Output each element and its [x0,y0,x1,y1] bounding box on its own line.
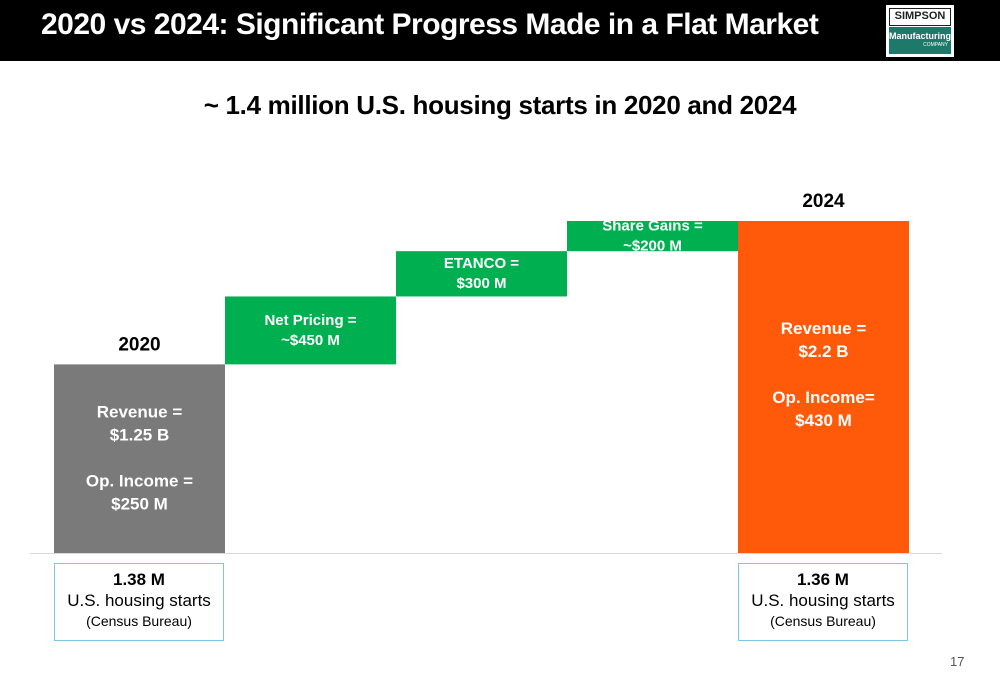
bar-etanco [396,251,567,297]
data-label-2024-1: $2.2 B [798,342,848,361]
bar-2020 [54,364,225,553]
data-label-etanco-1: $300 M [456,275,506,292]
data-label-2020-3: Op. Income = [86,472,193,491]
housing-starts-2024-value: 1.36 M [797,570,849,589]
data-label-2020-4: $250 M [111,495,168,514]
slide-subtitle: ~ 1.4 million U.S. housing starts in 202… [203,90,797,120]
logo-subtitle-block: Manufacturing COMPANY [889,27,951,54]
simpson-logo: SIMPSON Manufacturing COMPANY [886,5,954,57]
bar-title-2024: 2024 [802,191,845,212]
housing-starts-2020-label: U.S. housing starts [67,591,211,610]
logo-manufacturing: Manufacturing [889,31,951,41]
logo-company: COMPANY [923,42,948,48]
slide-title: 2020 vs 2024: Significant Progress Made … [41,8,819,41]
data-label-net-pricing-0: Net Pricing = [264,312,356,329]
data-label-net-pricing-1: ~$450 M [281,332,340,349]
bar-title-2020: 2020 [118,334,160,355]
data-label-2024-3: Op. Income= [772,388,875,407]
data-label-2024-0: Revenue = [781,319,867,338]
header-bar: 2020 vs 2024: Significant Progress Made … [0,0,1000,61]
data-label-etanco-0: ETANCO = [444,255,519,272]
housing-starts-2020-box: 1.38 M U.S. housing starts (Census Burea… [54,563,224,641]
bar-net-pricing [225,296,396,365]
bar-2024 [738,221,909,553]
data-label-2024-4: $430 M [795,411,852,430]
data-label-2020-0: Revenue = [97,403,183,422]
bar-share-gains [567,221,738,252]
housing-starts-2020-value: 1.38 M [113,570,165,589]
housing-starts-2020-source: (Census Bureau) [86,613,192,629]
logo-wordmark: SIMPSON [889,8,951,26]
housing-starts-2024-source: (Census Bureau) [770,613,876,629]
housing-starts-2024-box: 1.36 M U.S. housing starts (Census Burea… [738,563,908,641]
data-label-2020-1: $1.25 B [110,426,170,445]
housing-starts-2024-label: U.S. housing starts [751,591,895,610]
data-label-share-gains-0: Share Gains = [602,217,703,234]
data-label-share-gains-1: ~$200 M [623,237,682,254]
page-number: 17 [950,654,965,669]
